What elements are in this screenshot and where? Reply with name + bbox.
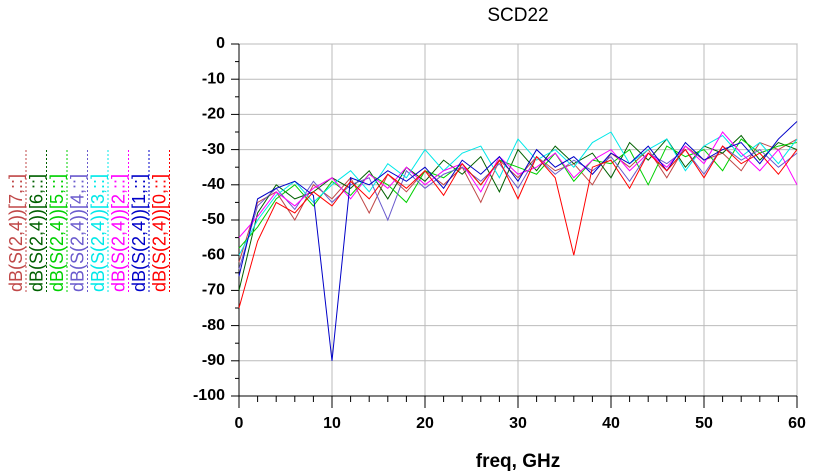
y-tick-label: -80: [202, 317, 225, 334]
legend-entry: dB(S(2,4))[1,::]: [129, 174, 149, 292]
legend-entry: dB(S(2,4))[5,::]: [47, 174, 67, 292]
x-axis-label: freq, GHz: [476, 451, 560, 472]
y-tick-label: -60: [202, 246, 225, 263]
y-tick-label: -10: [202, 70, 225, 87]
y-tick-label: -100: [193, 387, 225, 404]
y-tick-label: -50: [202, 211, 225, 228]
x-tick-label: 30: [509, 415, 527, 432]
series-line: [238, 138, 798, 249]
series-line: [238, 145, 798, 309]
legend-entry: dB(S(2,4))[2,::]: [108, 174, 128, 292]
y-tick-label: -40: [202, 176, 225, 193]
legend-entry: dB(S(2,4))[7,::]: [6, 174, 26, 292]
x-tick-label: 0: [235, 415, 244, 432]
x-tick-label: 50: [695, 415, 713, 432]
chart-title: SCD22: [487, 5, 548, 26]
y-tick-label: -90: [202, 352, 225, 369]
series-line: [238, 121, 798, 361]
x-tick-label: 60: [788, 415, 806, 432]
legend-entry: dB(S(2,4))[0,::]: [149, 174, 169, 292]
legend-entry: dB(S(2,4))[3,::]: [88, 174, 108, 292]
legend-entry: dB(S(2,4))[6,::]: [26, 174, 46, 292]
series-line: [238, 131, 798, 256]
series-line: [238, 145, 798, 270]
y-tick-label: -70: [202, 282, 225, 299]
series-line: [238, 131, 798, 238]
x-tick-label: 10: [323, 415, 341, 432]
y-tick-label: -30: [202, 141, 225, 158]
legend-entry: dB(S(2,4))[4,::]: [67, 174, 87, 292]
x-tick-label: 20: [416, 415, 434, 432]
y-tick-label: -20: [202, 106, 225, 123]
y-tick-label: 0: [216, 35, 225, 52]
x-tick-label: 40: [602, 415, 620, 432]
